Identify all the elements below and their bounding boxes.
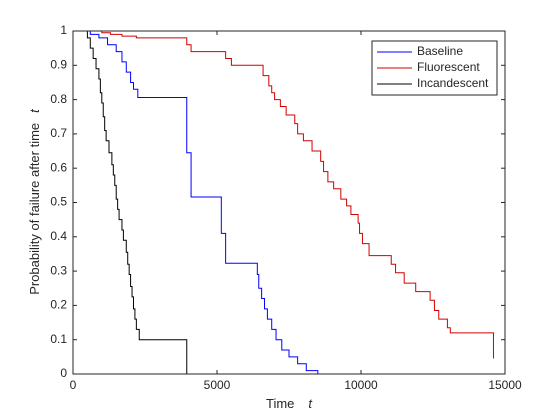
y-tick-label: 0.3 (50, 263, 67, 277)
x-label-symbol: t (308, 396, 313, 411)
series-line (84, 30, 494, 359)
x-axis-label: Time t (266, 396, 313, 411)
y-tick-label: 0 (60, 366, 67, 380)
y-tick-label: 0.2 (50, 298, 67, 312)
x-tick-label: 15000 (488, 378, 522, 392)
y-tick-label: 0.8 (50, 92, 67, 106)
x-tick-label: 5000 (204, 378, 231, 392)
y-axis-label: Probability of failure after time t (27, 108, 42, 295)
y-tick-label: 0.7 (50, 126, 67, 140)
y-tick-label: 0.6 (50, 160, 67, 174)
y-label-symbol: t (27, 108, 42, 113)
y-label-text: Probability of failure after time (27, 123, 42, 295)
legend-label: Incandescent (417, 76, 489, 90)
y-tick-label: 0.4 (50, 229, 67, 243)
x-label-text: Time (266, 396, 294, 411)
y-tick-label: 0.9 (50, 57, 67, 71)
x-tick-label: 0 (70, 378, 77, 392)
series-line (84, 30, 319, 374)
series-line (84, 30, 188, 374)
legend-label: Baseline (417, 44, 463, 58)
y-tick-label: 0.1 (50, 332, 67, 346)
x-tick-label: 10000 (344, 378, 378, 392)
y-tick-label: 1 (60, 23, 67, 37)
y-tick-label: 0.5 (50, 195, 67, 209)
axes-box (72, 30, 506, 375)
legend-label: Fluorescent (417, 60, 480, 74)
